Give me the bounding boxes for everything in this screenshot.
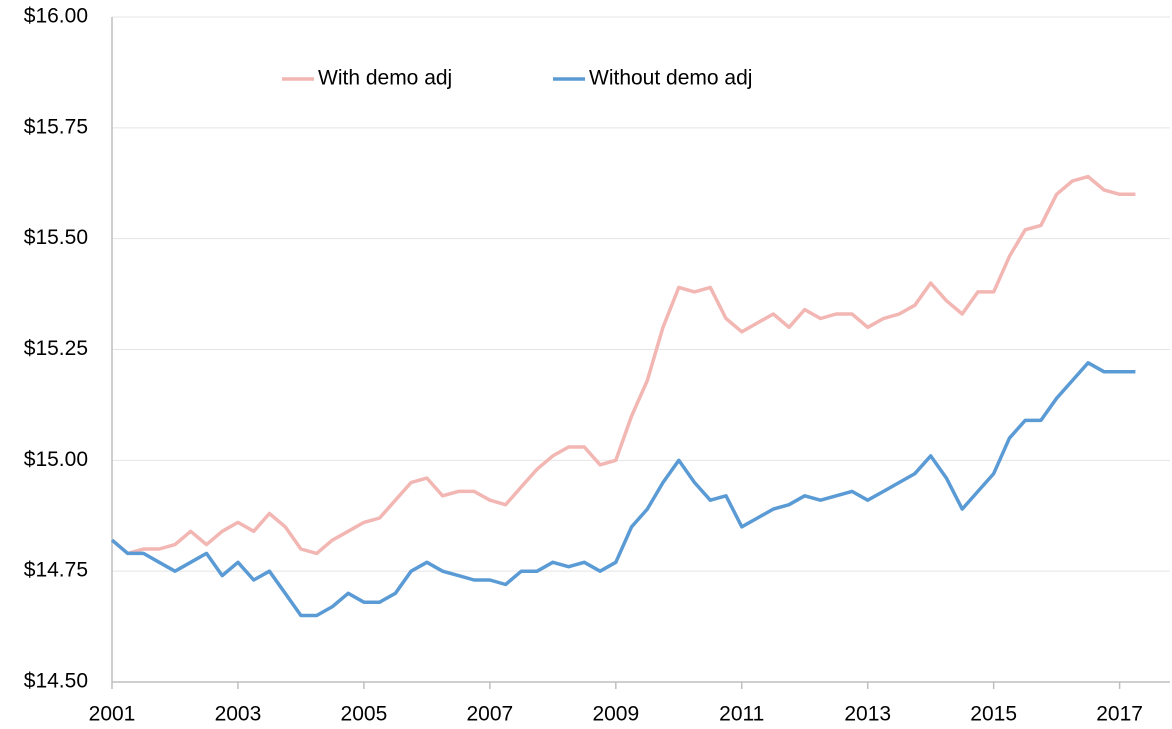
- y-tick-label: $15.00: [24, 448, 88, 471]
- x-tick-label: 2009: [592, 703, 639, 726]
- legend-label: Without demo adj: [589, 67, 752, 90]
- x-tick-label: 2013: [844, 703, 891, 726]
- y-tick-label: $15.50: [24, 226, 88, 249]
- legend-label: With demo adj: [318, 67, 452, 90]
- x-tick-label: 2001: [89, 703, 136, 726]
- x-tick-label: 2011: [719, 703, 764, 726]
- x-tick-label: 2017: [1096, 703, 1143, 726]
- y-tick-label: $15.75: [24, 115, 88, 138]
- x-tick-label: 2007: [466, 703, 513, 726]
- x-tick-label: 2015: [970, 703, 1017, 726]
- y-tick-label: $14.50: [24, 670, 88, 693]
- y-tick-label: $15.25: [24, 337, 88, 360]
- x-tick-label: 2005: [341, 703, 388, 726]
- y-tick-label: $16.00: [24, 5, 88, 28]
- series-line: [110, 361, 1136, 618]
- series-line: [110, 174, 1136, 556]
- x-tick-label: 2003: [215, 703, 262, 726]
- y-tick-label: $14.75: [24, 559, 88, 582]
